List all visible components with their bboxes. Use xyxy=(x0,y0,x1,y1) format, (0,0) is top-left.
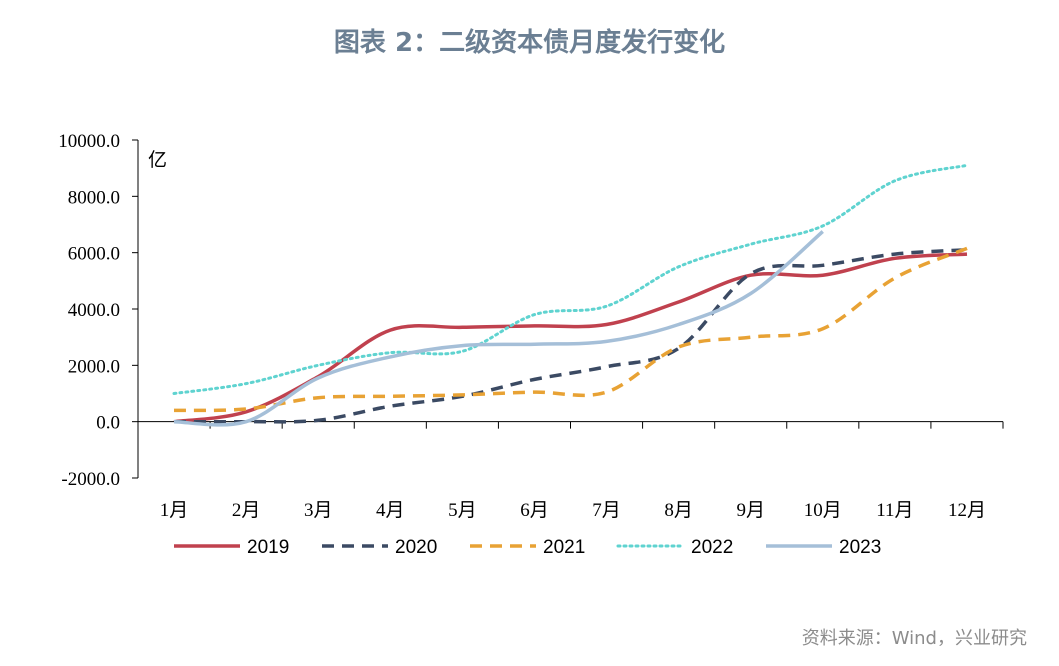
y-tick-label: 0.0 xyxy=(96,413,120,434)
y-tick-label: -2000.0 xyxy=(61,469,120,490)
source-note: 资料来源：Wind，兴业研究 xyxy=(801,628,1027,649)
y-tick-label: 2000.0 xyxy=(68,356,120,377)
series-line-2019 xyxy=(173,252,968,424)
legend-label-2020: 2020 xyxy=(395,537,437,558)
series-line-2023 xyxy=(173,230,824,427)
legend: 2019 2020 2021 2022 2023 xyxy=(174,537,881,558)
series-line-2020 xyxy=(173,248,968,424)
x-tick-label: 1月 xyxy=(160,500,189,521)
x-tick-label: 11月 xyxy=(876,500,913,521)
chart-title: 图表 2：二级资本债月度发行变化 xyxy=(333,28,726,58)
x-tick-label: 4月 xyxy=(376,500,405,521)
legend-label-2023: 2023 xyxy=(839,537,881,558)
x-tick-label: 8月 xyxy=(664,500,693,521)
legend-label-2021: 2021 xyxy=(543,537,585,558)
series-line-2021 xyxy=(173,246,968,413)
series-line-2022 xyxy=(172,163,969,395)
axes: -2000.0 0.0 2000.0 4000.0 6000.0 8000.0 10000.… xyxy=(58,131,1004,521)
x-tick-label: 3月 xyxy=(304,500,333,521)
y-tick-label: 8000.0 xyxy=(68,187,120,208)
x-tick-label: 9月 xyxy=(736,500,765,521)
y-tick-label: 6000.0 xyxy=(68,244,120,265)
x-tick-label: 7月 xyxy=(592,500,621,521)
unit-label: 亿 xyxy=(148,149,167,171)
x-tick-label: 10月 xyxy=(804,500,842,521)
series-lines xyxy=(172,163,969,427)
y-tick-label: 10000.0 xyxy=(58,131,120,152)
legend-label-2019: 2019 xyxy=(247,537,289,558)
y-tick-label: 4000.0 xyxy=(68,300,120,321)
x-tick-label: 6月 xyxy=(520,500,549,521)
x-tick-label: 12月 xyxy=(948,500,986,521)
legend-label-2022: 2022 xyxy=(691,537,733,558)
x-tick-label: 2月 xyxy=(232,500,261,521)
x-tick-label: 5月 xyxy=(448,500,477,521)
